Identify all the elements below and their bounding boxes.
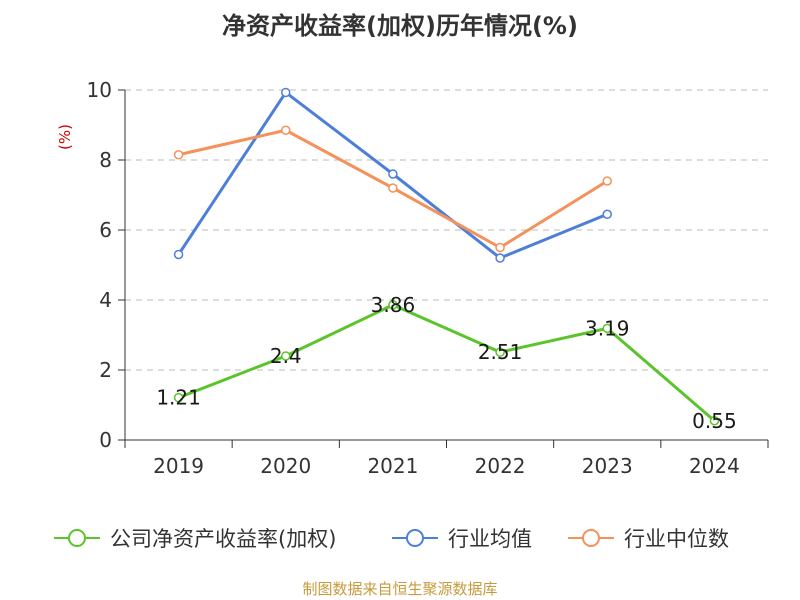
y-tick-label-0: 0 xyxy=(99,428,112,452)
y-tick-label-2: 2 xyxy=(99,358,112,382)
legend-marker-company xyxy=(54,529,100,547)
legend-marker-industry-median xyxy=(568,529,614,547)
series-0-point-2019 xyxy=(173,392,184,403)
series-0-point-2024 xyxy=(709,416,720,426)
data-label-2021: 3.86 xyxy=(371,293,416,317)
legend-item-industry-avg[interactable]: 行业均值 xyxy=(390,522,532,554)
data-label-2024: 0.55 xyxy=(692,409,737,433)
x-tick-label-2022: 2022 xyxy=(475,454,526,478)
legend-label-company: 公司净资产收益率(加权) xyxy=(110,527,337,551)
series-0-point-2023 xyxy=(602,323,612,334)
series-0-point-2022 xyxy=(495,347,505,357)
x-tick-label-2019: 2019 xyxy=(153,454,204,478)
y-tick-label-10: 10 xyxy=(87,78,112,102)
legend: 公司净资产收益率(加权) 行业均值 行业中位数 xyxy=(0,522,800,554)
series-1-point-2019 xyxy=(173,249,184,260)
data-label-2023: 3.19 xyxy=(585,316,630,340)
legend-item-company[interactable]: 公司净资产收益率(加权) xyxy=(52,522,336,554)
series-1-point-2022 xyxy=(495,253,505,263)
legend-label-industry-median: 行业中位数 xyxy=(624,527,729,551)
series-0-point-2020 xyxy=(281,351,291,361)
series-1-point-2020 xyxy=(281,87,291,98)
series-2-point-2022 xyxy=(495,242,505,253)
data-label-2019: 1.21 xyxy=(156,386,201,410)
series-2-point-2023 xyxy=(602,176,612,186)
series-1-point-2023 xyxy=(602,209,612,219)
x-tick-label-2023: 2023 xyxy=(582,454,633,478)
y-tick-label-8: 8 xyxy=(99,148,112,172)
data-label-2022: 2.51 xyxy=(478,340,523,364)
chart-title: 净资产收益率(加权)历年情况(%) xyxy=(222,12,578,40)
data-source-note: 制图数据来自恒生聚源数据库 xyxy=(302,580,498,598)
series-line-0 xyxy=(178,303,716,422)
series-2-point-2020 xyxy=(281,125,291,135)
y-tick-label-4: 4 xyxy=(99,288,112,312)
legend-marker-industry-avg xyxy=(392,529,438,547)
series-2-point-2021 xyxy=(388,183,398,193)
y-tick-label-6: 6 xyxy=(99,218,112,242)
legend-item-industry-median[interactable]: 行业中位数 xyxy=(566,522,729,554)
x-tick-label-2024: 2024 xyxy=(689,454,740,478)
x-tick-label-2021: 2021 xyxy=(367,454,418,478)
series-2-point-2019 xyxy=(173,150,184,160)
series-1-point-2021 xyxy=(388,169,398,179)
legend-label-industry-avg: 行业均值 xyxy=(448,527,532,551)
series-0-point-2021 xyxy=(388,300,398,310)
x-tick-label-2020: 2020 xyxy=(260,454,311,478)
data-label-2020: 2.4 xyxy=(270,344,302,368)
